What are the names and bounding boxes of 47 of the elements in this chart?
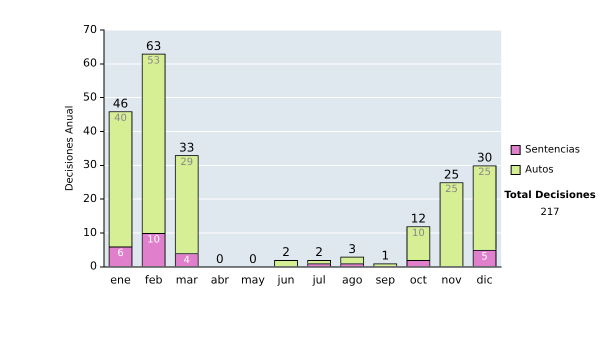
x-tick-label: nov (441, 273, 462, 286)
total-label: 3 (348, 242, 356, 256)
total-label: 12 (410, 211, 426, 226)
x-tick-label: jun (276, 273, 295, 286)
total-label: 1 (381, 248, 390, 263)
total-label: 2 (282, 245, 290, 260)
y-tick-label: 50 (82, 90, 97, 104)
x-tick-label: jul (312, 273, 326, 286)
total-label: 25 (444, 167, 460, 182)
total-label: 0 (249, 252, 257, 266)
x-tick-label: oct (410, 273, 428, 286)
text: 217 (539, 207, 561, 218)
data-label: 25 (445, 184, 458, 195)
x-tick-label: sep (376, 273, 396, 286)
y-tick-label: 60 (82, 56, 97, 70)
text: Total Decisiones (503, 190, 597, 201)
x-tick-label: feb (144, 273, 162, 286)
x-tick-label: dic (476, 273, 493, 286)
y-tick-label: 40 (82, 124, 97, 138)
data-label: 10 (147, 234, 160, 246)
x-tick-label: ago (342, 273, 363, 286)
total-label: 2 (315, 245, 323, 260)
data-label: 5 (481, 251, 488, 262)
data-label: 4 (184, 254, 190, 266)
y-tick-label: 0 (90, 260, 97, 273)
legend-label: Autos (525, 164, 554, 176)
y-tick-label: 20 (82, 192, 97, 205)
x-tick-label: may (240, 273, 266, 286)
x-tick-label: abr (210, 273, 230, 286)
x-tick-label: mar (176, 273, 198, 286)
y-tick-label: 10 (82, 226, 97, 239)
total-label: 30 (476, 150, 492, 164)
total-label: 0 (216, 252, 224, 266)
total-label: 46 (112, 96, 128, 110)
total-label: 33 (179, 140, 194, 154)
data-label: 29 (180, 156, 194, 168)
data-label: 25 (478, 166, 491, 178)
data-label: 40 (114, 112, 127, 124)
legend-label: Sentencias (525, 144, 580, 156)
y-tick-label: 70 (82, 22, 97, 36)
data-label: 53 (147, 55, 160, 66)
y-tick-label: 30 (82, 158, 97, 172)
data-label: 6 (117, 248, 124, 260)
x-tick-label: ene (110, 273, 132, 286)
total-label: 63 (146, 38, 162, 53)
data-label: 10 (412, 228, 425, 239)
y-axis-title: Decisiones Anual (64, 106, 76, 192)
